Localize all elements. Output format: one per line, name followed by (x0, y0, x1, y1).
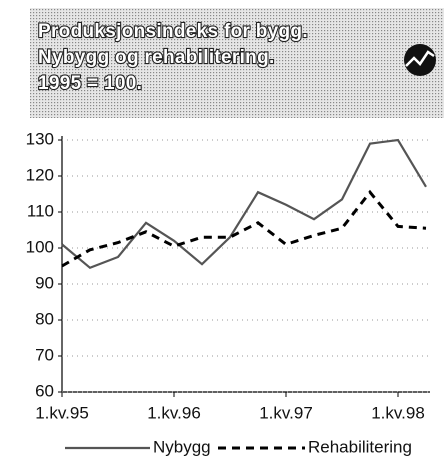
x-tick-label: 1.kv.96 (147, 403, 201, 422)
y-tick-label: 90 (35, 273, 54, 292)
title-box (30, 8, 444, 118)
x-tick-label: 1.kv.95 (35, 403, 89, 422)
legend-label: Nybygg (153, 437, 211, 456)
y-tick-label: 130 (26, 129, 54, 148)
chart-title: 1995 = 100. (38, 73, 142, 94)
logo (404, 44, 436, 76)
x-tick-label: 1.kv.98 (371, 403, 425, 422)
y-tick-label: 100 (26, 237, 54, 256)
chart-title: Nybygg og rehabilitering. (38, 47, 275, 68)
x-tick-label: 1.kv.97 (259, 403, 313, 422)
y-tick-label: 60 (35, 381, 54, 400)
legend-label: Rehabilitering (308, 437, 412, 456)
y-tick-label: 80 (35, 309, 54, 328)
chart-title: Produksjonsindeks for bygg. (38, 21, 308, 42)
y-tick-label: 70 (35, 345, 54, 364)
y-tick-label: 120 (26, 165, 54, 184)
series-line (61, 138, 427, 270)
series-line (61, 189, 427, 268)
y-tick-label: 110 (27, 201, 54, 220)
